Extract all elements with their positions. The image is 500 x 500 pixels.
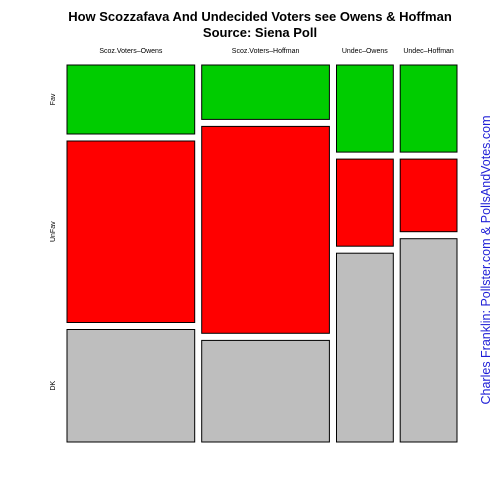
row-label-fav: Fav bbox=[50, 93, 57, 105]
row-labels: Fav UnFav DK bbox=[50, 93, 57, 390]
tile-scoz-voters-owens-unfav bbox=[66, 140, 196, 323]
tile-undec-owens-unfav bbox=[336, 158, 394, 247]
tile-undec-owens-dk bbox=[336, 252, 394, 443]
column-label-undec-owens: Undec–Owens bbox=[342, 48, 388, 55]
chart-subtitle: Source: Siena Poll bbox=[203, 25, 317, 40]
mosaic-tiles bbox=[66, 64, 458, 443]
tile-scoz-voters-owens-fav bbox=[66, 64, 196, 135]
credit-text: Charles Franklin: Pollster.com & PollsAn… bbox=[479, 115, 493, 404]
column-label-scoz-voters-owens: Scoz.Voters–Owens bbox=[99, 48, 163, 55]
tile-scoz-voters-hoffman-fav bbox=[201, 64, 330, 120]
tile-scoz-voters-hoffman-unfav bbox=[201, 125, 330, 334]
tile-scoz-voters-hoffman-dk bbox=[201, 339, 330, 443]
tile-undec-owens-fav bbox=[336, 64, 394, 153]
tile-undec-hoffman-dk bbox=[399, 238, 458, 443]
column-labels: Scoz.Voters–Owens Scoz.Voters–Hoffman Unde… bbox=[99, 48, 454, 55]
column-label-undec-hoffman: Undec–Hoffman bbox=[403, 48, 454, 55]
column-label-scoz-voters-hoffman: Scoz.Voters–Hoffman bbox=[232, 48, 300, 55]
tile-scoz-voters-owens-dk bbox=[66, 329, 196, 443]
chart-title: How Scozzafava And Undecided Voters see … bbox=[68, 9, 452, 24]
row-label-unfav: UnFav bbox=[50, 221, 57, 242]
tile-undec-hoffman-fav bbox=[399, 64, 458, 153]
tile-undec-hoffman-unfav bbox=[399, 158, 458, 233]
row-label-dk: DK bbox=[50, 381, 57, 391]
